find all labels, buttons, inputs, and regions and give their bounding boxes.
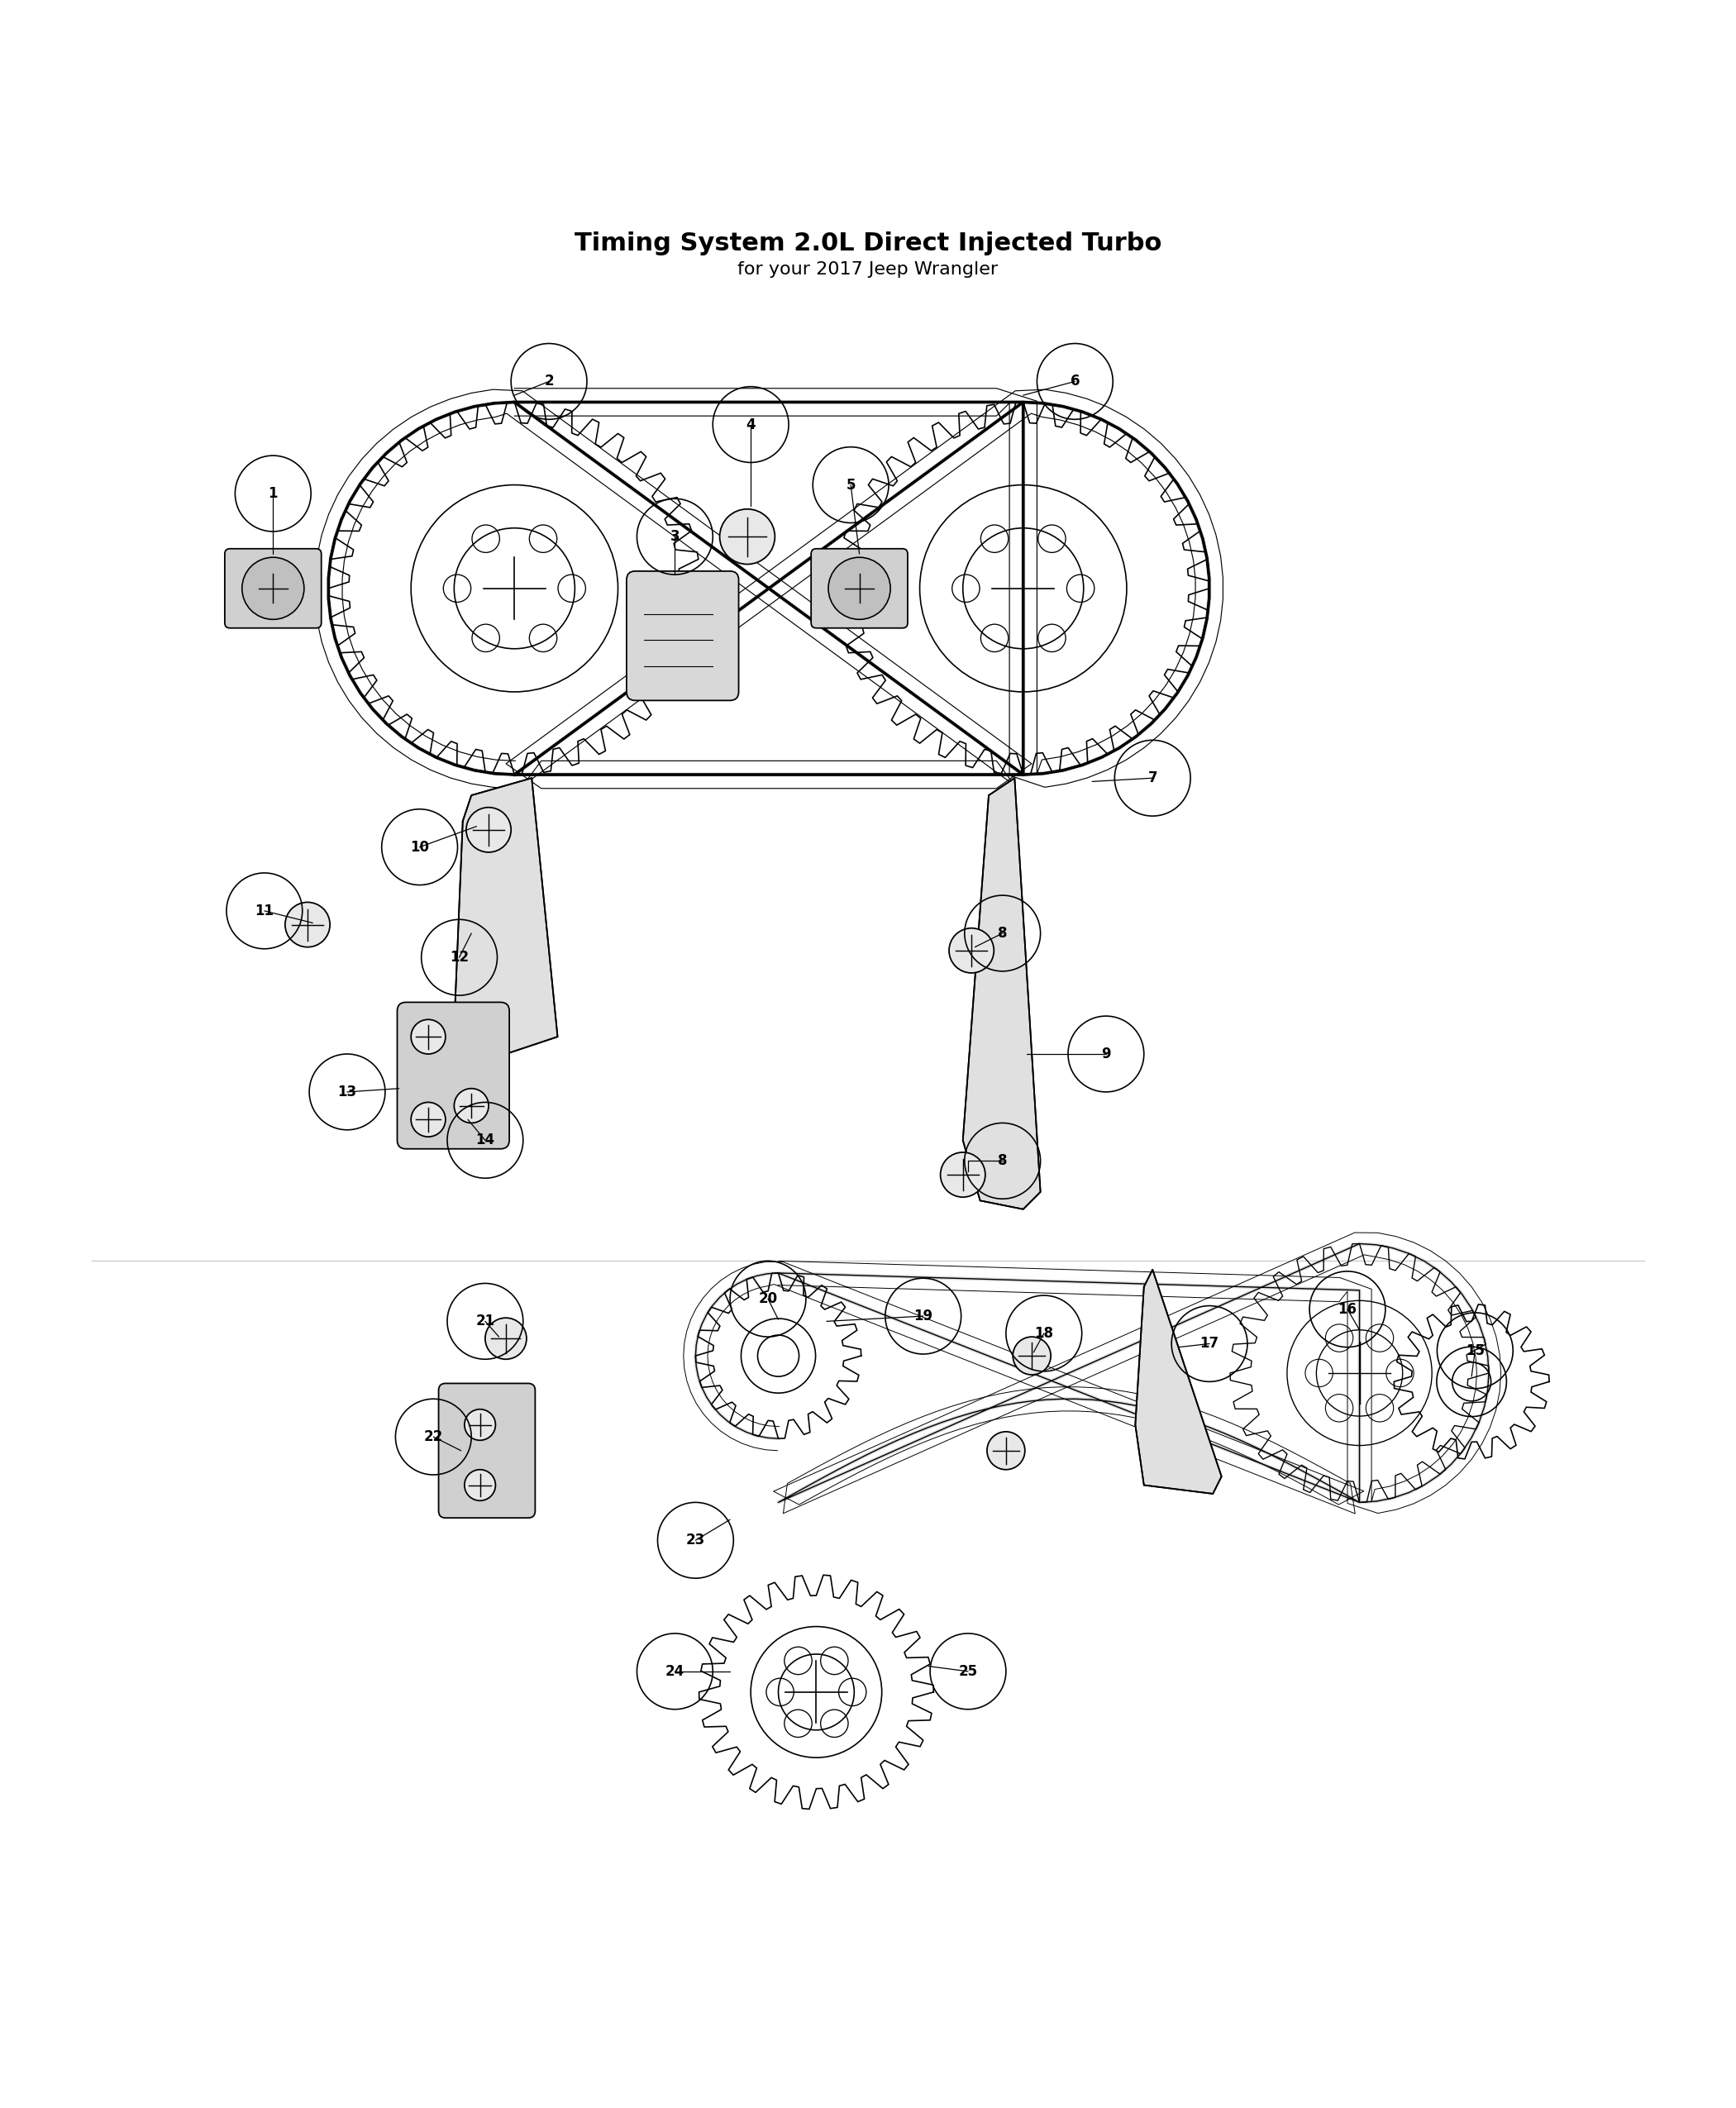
Text: 8: 8 — [998, 1153, 1007, 1168]
Text: 14: 14 — [476, 1132, 495, 1147]
Text: 7: 7 — [1147, 772, 1158, 786]
Text: 19: 19 — [913, 1309, 932, 1324]
Text: 16: 16 — [1338, 1303, 1358, 1318]
Text: 12: 12 — [450, 951, 469, 965]
Text: 4: 4 — [746, 417, 755, 432]
Text: 18: 18 — [1035, 1326, 1054, 1341]
Text: 13: 13 — [337, 1084, 358, 1100]
Polygon shape — [963, 778, 1040, 1210]
Circle shape — [411, 1102, 446, 1136]
Text: 22: 22 — [424, 1429, 443, 1444]
Circle shape — [988, 1431, 1024, 1469]
Text: 10: 10 — [410, 839, 429, 854]
Circle shape — [467, 807, 510, 852]
Circle shape — [465, 1469, 495, 1501]
Circle shape — [828, 557, 891, 620]
Circle shape — [241, 557, 304, 620]
Text: for your 2017 Jeep Wrangler: for your 2017 Jeep Wrangler — [738, 261, 998, 278]
Text: 2: 2 — [543, 373, 554, 388]
Circle shape — [950, 928, 995, 974]
Text: 1: 1 — [269, 487, 278, 502]
Text: Timing System 2.0L Direct Injected Turbo: Timing System 2.0L Direct Injected Turbo — [575, 232, 1161, 255]
Circle shape — [411, 1020, 446, 1054]
Text: 15: 15 — [1465, 1343, 1484, 1358]
Circle shape — [484, 1318, 526, 1360]
Circle shape — [455, 1088, 488, 1124]
Circle shape — [720, 508, 774, 565]
Text: 8: 8 — [998, 925, 1007, 940]
Circle shape — [465, 1410, 495, 1440]
Text: 11: 11 — [255, 904, 274, 919]
Text: 23: 23 — [686, 1533, 705, 1547]
Polygon shape — [1135, 1269, 1222, 1495]
Text: 20: 20 — [759, 1292, 778, 1307]
Text: 9: 9 — [1101, 1046, 1111, 1062]
FancyBboxPatch shape — [439, 1383, 535, 1518]
Circle shape — [941, 1153, 986, 1197]
Text: 6: 6 — [1069, 373, 1080, 388]
Text: 21: 21 — [476, 1313, 495, 1328]
FancyBboxPatch shape — [627, 571, 738, 700]
Circle shape — [838, 567, 880, 609]
Text: 25: 25 — [958, 1663, 977, 1678]
FancyBboxPatch shape — [224, 548, 321, 628]
Circle shape — [252, 567, 293, 609]
FancyBboxPatch shape — [811, 548, 908, 628]
Circle shape — [1012, 1336, 1050, 1374]
Polygon shape — [455, 778, 557, 1054]
Text: 17: 17 — [1200, 1336, 1219, 1351]
FancyBboxPatch shape — [398, 1001, 509, 1149]
Text: 24: 24 — [665, 1663, 684, 1678]
Text: 3: 3 — [670, 529, 681, 544]
Circle shape — [285, 902, 330, 946]
Text: 5: 5 — [845, 479, 856, 493]
